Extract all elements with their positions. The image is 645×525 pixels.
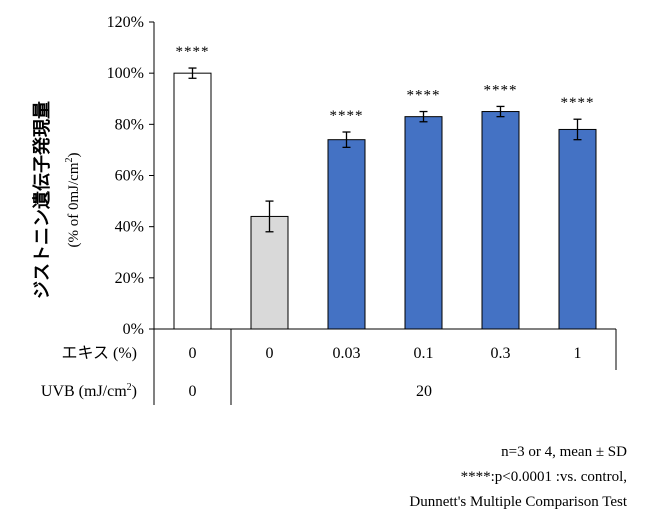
y-tick-label: 120% <box>107 14 144 31</box>
significance-label: **** <box>561 95 595 111</box>
row-label-extract: エキス (%) <box>61 345 137 362</box>
footnote-line-1: n=3 or 4, mean ± SD <box>501 444 627 460</box>
bar <box>327 139 366 330</box>
y-tick-label: 0% <box>123 321 144 338</box>
extract-value: 0.3 <box>491 345 511 362</box>
y-axis-label: ジストニン遺伝子発現量 <box>31 101 53 299</box>
axes <box>153 22 617 405</box>
bar-chart: ジストニン遺伝子発現量 (% of 0mJ/cm2) 0% 20% 40% 60% 80… <box>31 14 617 405</box>
y-ticks: 0% 20% 40% 60% 80% 100% 120% <box>107 14 154 338</box>
y-tick-label: 100% <box>107 65 144 82</box>
extract-value: 0.03 <box>333 345 361 362</box>
significance-label: **** <box>484 82 518 98</box>
bar <box>558 128 597 330</box>
y-axis-unit: (% of 0mJ/cm2) <box>64 153 82 248</box>
significance-label: **** <box>176 44 210 60</box>
error-bars <box>188 67 582 233</box>
bars <box>173 72 597 330</box>
footnotes: n=3 or 4, mean ± SD ****:p<0.0001 :vs. c… <box>409 440 627 515</box>
uvb-group-value: 20 <box>416 383 432 400</box>
footnote-line-2: ****:p<0.0001 :vs. control, <box>460 469 627 485</box>
y-tick-label: 80% <box>115 116 144 133</box>
bar <box>481 111 520 330</box>
significance-labels: **** **** **** **** **** <box>176 44 595 124</box>
y-tick-label: 20% <box>115 270 144 287</box>
row-label-uvb: UVB (mJ/cm2) <box>41 382 137 400</box>
y-axis-title: ジストニン遺伝子発現量 (% of 0mJ/cm2) <box>31 101 82 299</box>
extract-value: 0.1 <box>414 345 434 362</box>
significance-label: **** <box>407 88 441 104</box>
y-tick-label: 40% <box>115 219 144 236</box>
condition-table: エキス (%) UVB (mJ/cm2) 20 0 0 0 0.03 0.1 0.3 1 <box>41 345 582 400</box>
extract-value: 0 <box>189 345 197 362</box>
bar <box>250 215 289 330</box>
extract-value: 1 <box>574 345 582 362</box>
footnote-line-3: Dunnett's Multiple Comparison Test <box>409 494 627 510</box>
significance-label: **** <box>330 108 364 124</box>
y-tick-label: 60% <box>115 168 144 185</box>
uvb-value: 0 <box>189 383 197 400</box>
bar <box>404 116 443 330</box>
extract-value: 0 <box>266 345 274 362</box>
bar <box>173 72 212 330</box>
